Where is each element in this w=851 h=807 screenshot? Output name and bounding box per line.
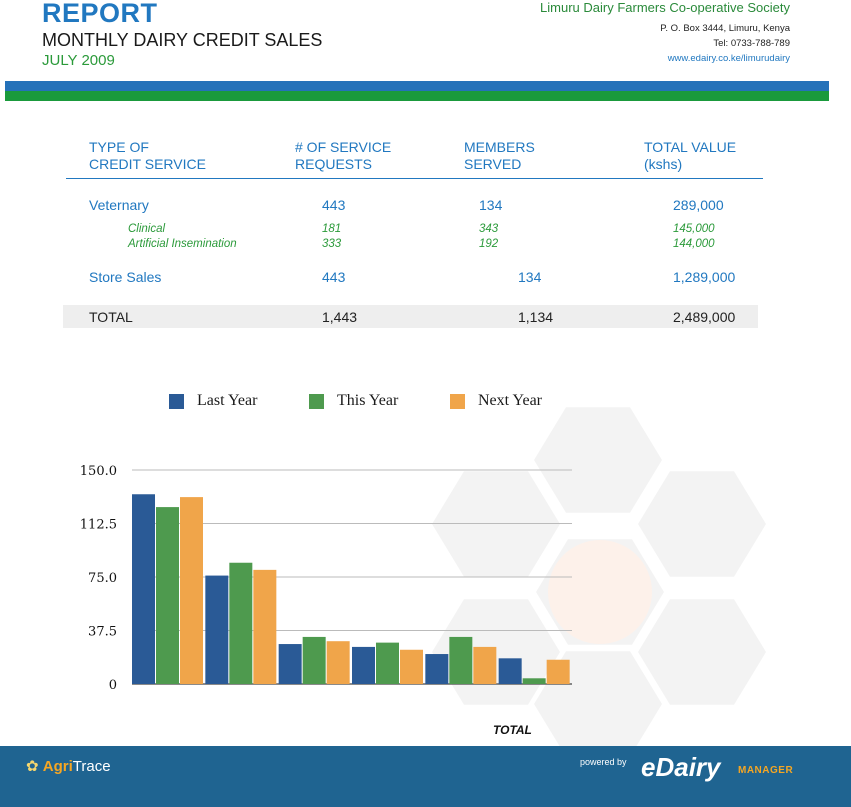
edairy-logo: eDairy	[641, 752, 721, 782]
bar-this-year	[156, 507, 179, 684]
column-header-members-line1: MEMBERS	[464, 139, 535, 155]
edairy-manager-label: MANAGER	[738, 765, 794, 776]
y-tick-label: 0	[109, 678, 117, 693]
column-header-value: TOTAL VALUE (kshs)	[644, 139, 736, 173]
bar-next-year	[400, 649, 423, 684]
row-clinical-requests: 181	[322, 223, 342, 235]
column-header-members: MEMBERS SERVED	[464, 139, 535, 173]
footer-bar	[0, 746, 851, 807]
row-veternary-requests: 443	[322, 197, 346, 213]
hexagon-background	[432, 407, 766, 746]
y-tick-label: 75.0	[88, 571, 117, 586]
bar-last-year	[205, 575, 229, 684]
hexagon-shape	[534, 407, 662, 513]
row-veternary-type: Veternary	[89, 197, 149, 213]
agritrace-logo-part-a: Agri	[42, 758, 73, 775]
agritrace-logo: ✿ AgriTrace	[26, 757, 111, 775]
row-insemination-value: 144,000	[673, 238, 715, 250]
bar-this-year	[376, 642, 399, 684]
bar-last-year	[352, 646, 375, 684]
row-veternary-members: 134	[479, 197, 503, 213]
y-tick-label: 37.5	[88, 625, 117, 640]
decorative-circle	[548, 540, 652, 644]
agritrace-logo-part-b: Trace	[72, 758, 111, 775]
legend-label-this-year: This Year	[337, 392, 399, 409]
y-tick-label: 150.0	[80, 464, 117, 479]
report-title: REPORT	[42, 0, 158, 28]
table-header-rule	[66, 178, 763, 179]
legend-label-next-year: Next Year	[478, 392, 542, 409]
header-band-green	[5, 91, 829, 101]
row-store-sales-type: Store Sales	[89, 269, 162, 285]
organization-address: P. O. Box 3444, Limuru, Kenya	[660, 23, 790, 34]
row-total-requests: 1,443	[322, 309, 358, 325]
row-total-type: TOTAL	[89, 309, 133, 325]
bar-this-year	[522, 678, 546, 684]
organization-phone: Tel: 0733-788-789	[713, 38, 790, 49]
column-header-members-line2: SERVED	[464, 156, 522, 172]
bar-this-year	[449, 636, 473, 684]
row-insemination-members: 192	[479, 238, 499, 250]
column-header-requests-line2: REQUESTS	[295, 156, 373, 172]
row-clinical-members: 343	[479, 223, 499, 235]
bar-next-year	[473, 646, 497, 684]
bar-this-year	[302, 636, 326, 684]
powered-by-label: powered by	[580, 757, 627, 767]
row-clinical-value: 145,000	[673, 223, 715, 235]
bar-this-year	[229, 562, 253, 684]
column-header-type: TYPE OF CREDIT SERVICE	[89, 139, 206, 173]
bar-last-year	[425, 654, 449, 684]
flower-icon: ✿	[26, 758, 39, 775]
bar-last-year	[132, 494, 155, 684]
legend-swatch-this-year	[309, 394, 324, 409]
row-clinical-type: Clinical	[128, 223, 166, 235]
chart-bars	[132, 494, 570, 684]
organization-website-link[interactable]: www.edairy.co.ke/limurudairy	[667, 53, 790, 64]
chart-y-ticks: 0 37.5 75.0 112.5 150.0	[80, 464, 117, 693]
bar-chart: 0 37.5 75.0 112.5 150.0	[80, 407, 766, 746]
column-header-requests-line1: # OF SERVICE	[295, 139, 392, 155]
report-subtitle: MONTHLY DAIRY CREDIT SALES	[42, 30, 323, 50]
row-veternary-value: 289,000	[673, 197, 724, 213]
total-row-band	[63, 305, 758, 328]
bar-next-year	[326, 641, 350, 684]
y-tick-label: 112.5	[80, 518, 117, 533]
header-band-blue	[5, 81, 829, 91]
row-store-sales-value: 1,289,000	[673, 269, 736, 285]
column-header-value-line2: (kshs)	[644, 156, 683, 172]
row-total-value: 2,489,000	[673, 309, 736, 325]
organization-name: Limuru Dairy Farmers Co-operative Societ…	[540, 0, 790, 15]
row-store-sales-requests: 443	[322, 269, 346, 285]
row-insemination-type: Artificial Insemination	[128, 238, 237, 250]
column-header-type-line2: CREDIT SERVICE	[89, 156, 206, 172]
chart-caption: TOTAL	[493, 723, 532, 737]
bar-last-year	[278, 644, 302, 684]
legend-swatch-next-year	[450, 394, 465, 409]
column-header-value-line1: TOTAL VALUE	[644, 139, 737, 155]
bar-last-year	[498, 658, 522, 684]
row-insemination-requests: 333	[322, 238, 342, 250]
bar-next-year	[253, 569, 277, 684]
legend-swatch-last-year	[169, 394, 184, 409]
bar-next-year	[180, 497, 203, 684]
column-header-requests: # OF SERVICE REQUESTS	[295, 139, 391, 173]
legend-label-last-year: Last Year	[197, 392, 258, 409]
hexagon-shape	[638, 599, 766, 705]
report-period: JULY 2009	[42, 52, 115, 69]
column-header-type-line1: TYPE OF	[89, 139, 149, 155]
bar-next-year	[546, 659, 570, 684]
row-store-sales-members: 134	[518, 269, 542, 285]
row-total-members: 1,134	[518, 309, 554, 325]
hexagon-shape	[638, 471, 766, 577]
